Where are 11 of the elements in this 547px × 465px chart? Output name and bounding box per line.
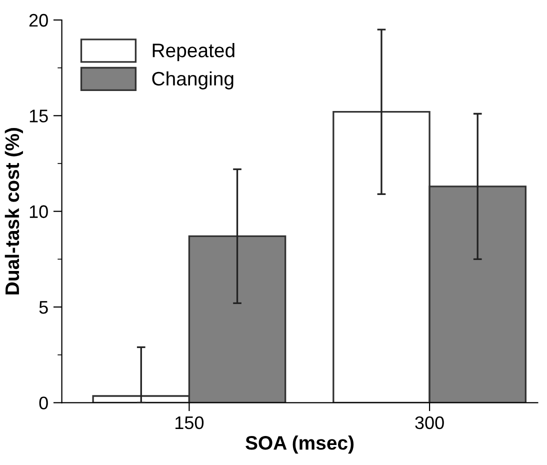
y-tick-label: 15	[30, 110, 48, 122]
y-tick-label: 20	[29, 14, 48, 27]
x-tick-label: 300	[415, 416, 444, 430]
x-axis-title: SOA (msec)	[246, 435, 354, 454]
y-tick-label: 10	[30, 205, 48, 218]
y-axis-title: Dual-task cost (%)	[4, 128, 23, 294]
x-tick-label: 150	[176, 416, 204, 430]
y-tick-label: 0	[39, 396, 48, 410]
y-tick-label: 5	[39, 301, 48, 314]
legend-label: Changing	[152, 71, 234, 90]
legend-label: Repeated	[152, 43, 234, 62]
